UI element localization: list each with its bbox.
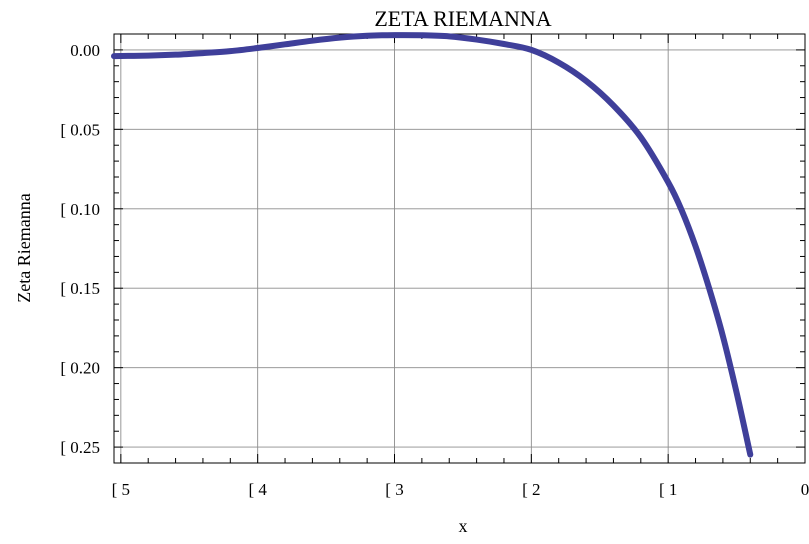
y-tick-label: [ 0.15 xyxy=(60,279,100,298)
plot-frame xyxy=(113,33,806,464)
y-tick-label: [ 0.05 xyxy=(60,120,100,139)
x-axis-label: x xyxy=(459,516,468,536)
x-tick-label: [ 3 xyxy=(385,480,403,499)
series-line xyxy=(111,32,754,458)
x-tick-label: 0 xyxy=(801,480,809,499)
y-tick-label: [ 0.10 xyxy=(60,200,100,219)
y-axis-label: Zeta Riemanna xyxy=(14,193,34,302)
x-tick-label: [ 4 xyxy=(248,480,267,499)
y-tick-label: [ 0.25 xyxy=(60,438,100,457)
grid-layer xyxy=(114,34,805,463)
x-tick-label: [ 1 xyxy=(659,480,677,499)
series-layer xyxy=(111,32,754,458)
x-tick-label: [ 5 xyxy=(112,480,130,499)
chart-title: ZETA RIEMANNA xyxy=(374,6,551,31)
tick-layer: [ 5 [ 4 [ 3 [ 2 [ 1 0 0.00 [ 0.05 [ 0.10 [ 0.15 [ … xyxy=(60,33,809,499)
y-tick-label: [ 0.20 xyxy=(60,359,100,378)
x-tick-label: [ 2 xyxy=(522,480,540,499)
y-tick-label: 0.00 xyxy=(70,41,100,60)
